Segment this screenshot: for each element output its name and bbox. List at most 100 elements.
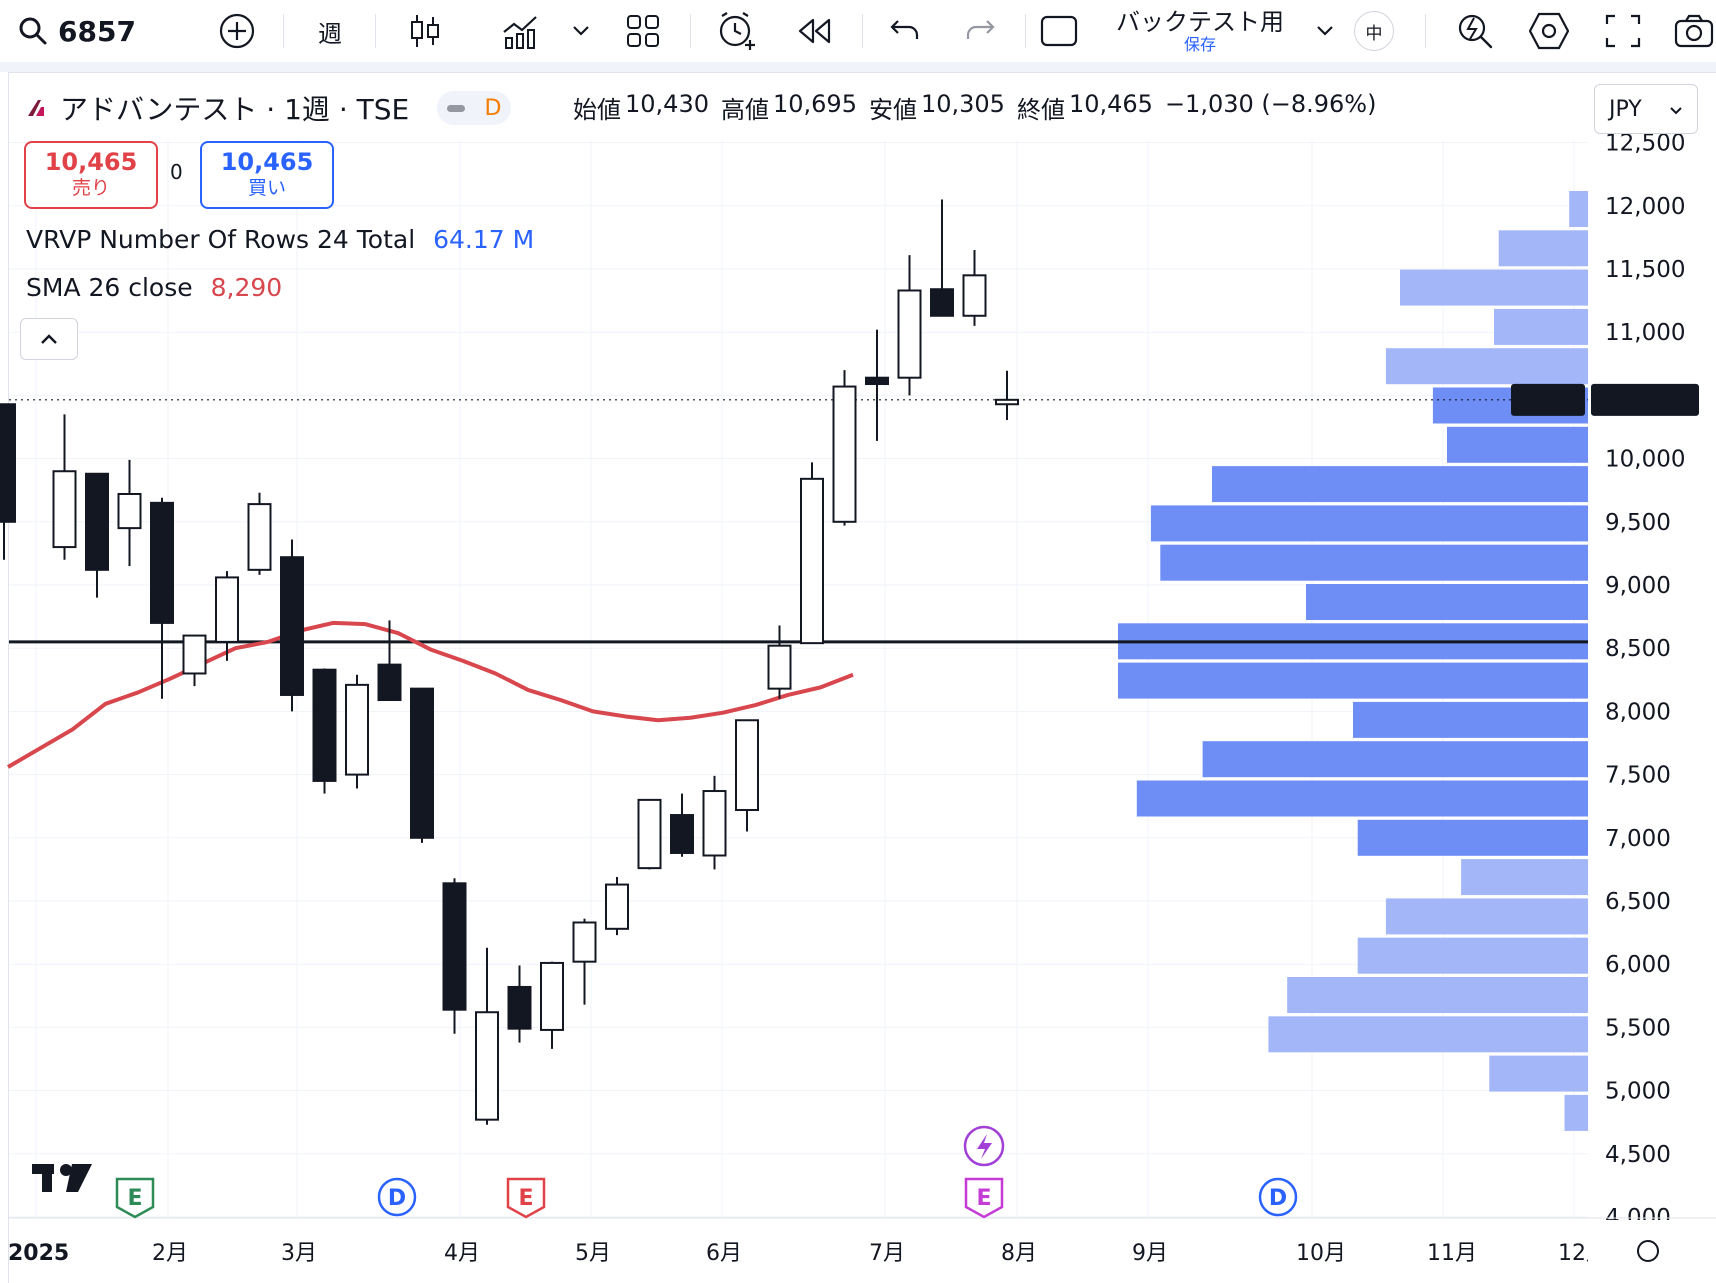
time-axis-label: 9月 (1132, 1241, 1168, 1266)
candle-body (182, 634, 207, 675)
last-price-tag-label: 10,465 (1605, 388, 1685, 414)
time-axis-label: 11月 (1427, 1241, 1477, 1266)
price-axis-label: 8,500 (1605, 636, 1671, 662)
interval-button[interactable]: 週 (318, 19, 342, 48)
earnings-marker (115, 1177, 155, 1219)
currency-label: JPY (1609, 96, 1642, 122)
candle-body (930, 288, 954, 317)
sell-label: 売り (71, 177, 110, 199)
indicators-dropdown[interactable] (566, 0, 596, 62)
low-value: 10,305 (920, 90, 1005, 118)
candle-body (800, 477, 824, 645)
square-icon (1040, 15, 1078, 47)
toolbar-divider (283, 14, 284, 48)
lightning-search-icon (1455, 11, 1495, 51)
vrvp-bar (1498, 230, 1588, 267)
vrvp-bar (1353, 701, 1588, 738)
chart-legend: アドバンテスト · 1週 · TSE D (24, 88, 512, 128)
indicators-button[interactable] (496, 0, 546, 62)
sma-legend[interactable]: SMA 26 close 8,290 (26, 273, 282, 302)
settings-button[interactable] (1524, 0, 1574, 62)
axis-corner (1588, 1220, 1716, 1282)
candle-body (507, 985, 532, 1030)
event-marker-label: E (127, 1186, 142, 1211)
vrvp-bar (1306, 584, 1588, 620)
vrvp-bar (1160, 544, 1588, 581)
compare-add-button[interactable] (212, 0, 262, 62)
vrvp-bar (1489, 1055, 1588, 1092)
buy-label: 買い (247, 177, 286, 199)
earnings-marker (506, 1177, 546, 1219)
axis-settings-icon (1637, 1240, 1659, 1262)
sell-button[interactable]: 10,465 売り (24, 141, 158, 209)
undo-button[interactable] (880, 0, 930, 62)
vrvp-legend[interactable]: VRVP Number Of Rows 24 Total 64.17 M (26, 225, 534, 254)
buy-button[interactable]: 10,465 買い (200, 141, 334, 209)
symbol-search-button[interactable]: 6857 (18, 0, 148, 62)
price-axis-label: 12,000 (1605, 194, 1685, 220)
symbol-price-tag (1511, 383, 1585, 416)
candle-body (0, 403, 16, 523)
chart-type-button[interactable] (400, 0, 450, 62)
redo-button[interactable] (955, 0, 1005, 62)
event-marker-label: D (388, 1186, 406, 1211)
time-axis-label: 2月 (152, 1241, 188, 1266)
sell-price: 10,465 (44, 148, 138, 176)
vrvp-bar (1494, 308, 1588, 345)
time-axis-label: 2025 (8, 1241, 69, 1266)
delay-badge: D (484, 95, 502, 121)
ohlc-values: 始値 10,430 高値 10,695 安値 10,305 終値 10,465 −1,0… (573, 90, 1376, 125)
hexagon-gear-icon (1529, 12, 1569, 50)
layout-button[interactable] (618, 0, 668, 62)
top-toolbar: 6857 週 バックテスト用 保存 中 (0, 0, 1716, 63)
fullscreen-button[interactable] (1600, 0, 1646, 62)
symbol-price-tag-label: 6857 (1519, 388, 1578, 414)
toolbar-gutter (0, 62, 1716, 72)
open-value: 10,430 (625, 90, 709, 118)
buy-price: 10,465 (220, 148, 314, 176)
vrvp-bar (1385, 898, 1588, 935)
event-marker-label: E (976, 1186, 991, 1211)
vrvp-bar (1461, 859, 1588, 896)
chevron-up-icon (40, 330, 58, 349)
candle-body (410, 687, 434, 839)
undo-icon (889, 18, 921, 44)
candle-body (312, 668, 337, 782)
price-axis-label: 8,000 (1605, 699, 1671, 725)
candle-body (637, 798, 662, 870)
tradingview-logo-icon (42, 1164, 52, 1192)
candle-body (865, 376, 889, 386)
snapshot-button[interactable] (1674, 0, 1716, 62)
fullscreen-icon (1605, 14, 1641, 48)
replay-button[interactable] (790, 0, 840, 62)
layout-dropdown[interactable] (1312, 0, 1338, 62)
last-price-tag (1591, 383, 1699, 416)
vrvp-bar (1150, 505, 1588, 542)
data-source-badge[interactable]: D (437, 91, 512, 125)
price-axis-label: 11,500 (1605, 257, 1685, 283)
candle-body (247, 503, 272, 571)
candle-body (995, 398, 1019, 406)
layout-name-button[interactable]: バックテスト用 保存 (1100, 0, 1300, 62)
price-axis-label: 5,000 (1605, 1079, 1671, 1105)
mid-badge-button[interactable]: 中 (1352, 0, 1396, 62)
quick-search-button[interactable] (1450, 0, 1500, 62)
alarm-clock-icon (716, 10, 758, 52)
time-axis-label: 4月 (444, 1241, 480, 1266)
price-axis-label: 12,500 (1605, 131, 1685, 157)
alert-button[interactable] (712, 0, 762, 62)
vrvp-bar (1136, 780, 1588, 817)
tradingview-logo-icon (66, 1164, 92, 1192)
candle-body (702, 790, 727, 857)
symbol-title[interactable]: アドバンテスト · 1週 · TSE (60, 93, 410, 126)
time-axis-label: 8月 (1001, 1241, 1037, 1266)
vrvp-bar (1447, 426, 1588, 463)
candle-body (280, 556, 304, 696)
price-axis-label: 9,500 (1605, 510, 1671, 536)
layout-name: バックテスト用 (1116, 8, 1284, 36)
currency-select[interactable]: JPY (1594, 84, 1698, 134)
tradingview-logo-icon (60, 1164, 72, 1176)
layout-save-checkbox[interactable] (1038, 0, 1080, 62)
collapse-legend-button[interactable] (20, 318, 78, 360)
